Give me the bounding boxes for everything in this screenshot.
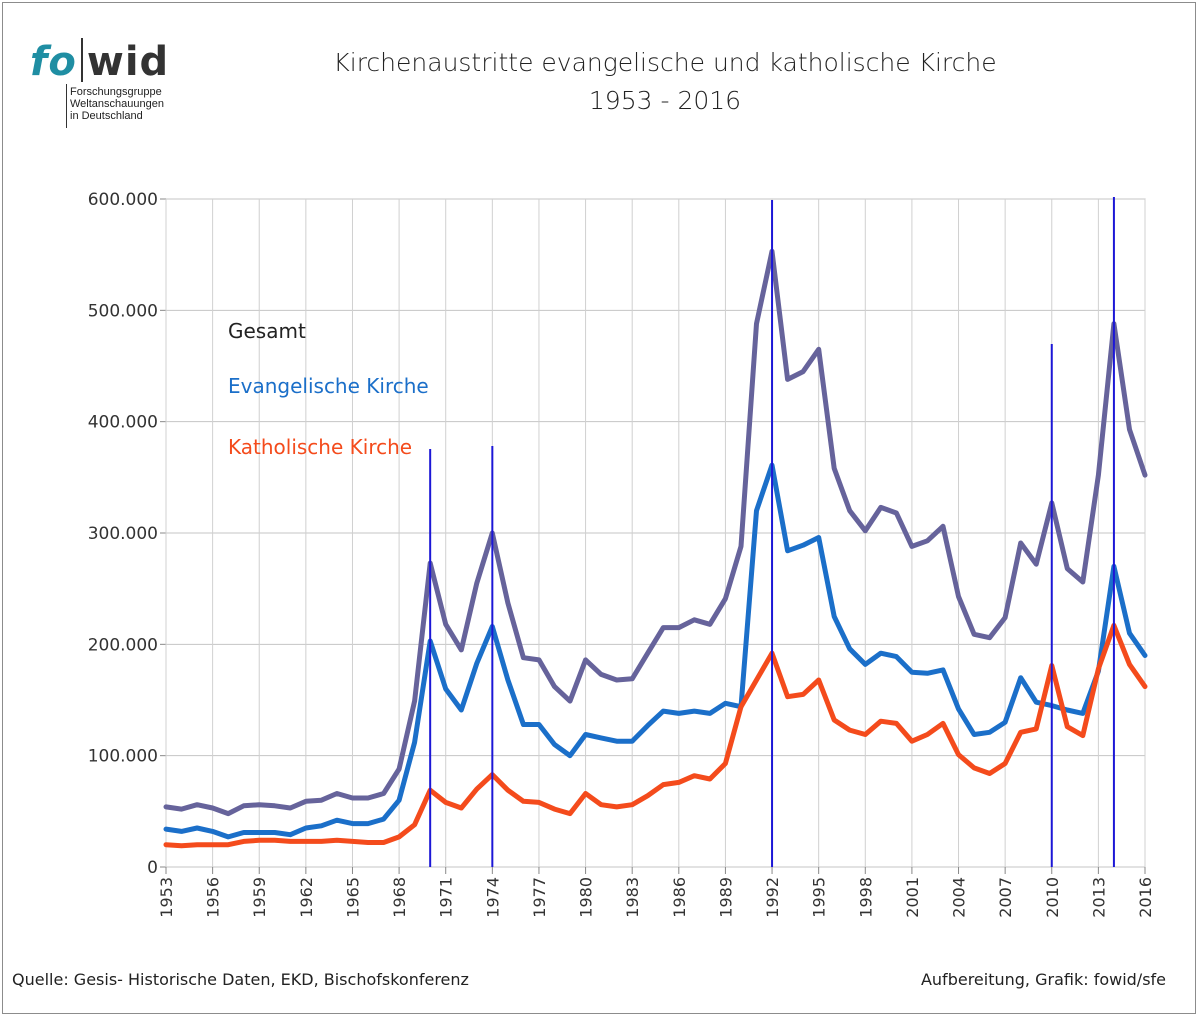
x-tick-label: 1956 <box>204 877 223 918</box>
logo-subtitle-line: Forschungsgruppe <box>70 86 162 98</box>
x-tick-label: 1983 <box>623 877 642 918</box>
series-line <box>163 622 1148 849</box>
x-tick-label: 1986 <box>670 877 689 918</box>
x-tick-label: 1971 <box>437 877 456 918</box>
x-tick-label: 1968 <box>390 877 409 918</box>
x-tick-label: 1959 <box>250 877 269 918</box>
x-tick-label: 2013 <box>1089 877 1108 918</box>
credit-note: Aufbereitung, Grafik: fowid/sfe <box>920 970 1166 989</box>
x-tick-label: 1980 <box>577 877 596 918</box>
y-tick-label: 500.000 <box>88 301 158 321</box>
x-tick-label: 2007 <box>996 877 1015 918</box>
logo-text-left: fo <box>30 39 77 85</box>
fowid-logo: fo wid Forschungsgruppe Weltanschauungen… <box>30 38 170 128</box>
y-tick-label: 600.000 <box>88 190 158 210</box>
logo-text-right: wid <box>86 39 170 85</box>
x-tick-label: 2001 <box>903 877 922 918</box>
logo-subtitle: Forschungsgruppe Weltanschauungen in Deu… <box>70 86 164 122</box>
x-tick-label: 2016 <box>1136 877 1155 918</box>
legend-entry: Katholische Kirche <box>228 435 412 459</box>
source-note: Quelle: Gesis- Historische Daten, EKD, B… <box>12 970 469 989</box>
x-tick-label: 1965 <box>343 877 362 918</box>
y-tick-label: 100.000 <box>88 747 158 767</box>
x-tick-label: 1977 <box>530 877 549 918</box>
y-tick-label: 0 <box>147 858 158 878</box>
x-tick-label: 2004 <box>950 877 969 918</box>
x-tick-label: 1995 <box>810 877 829 918</box>
legend-entry: Evangelische Kirche <box>228 374 429 398</box>
y-tick-label: 400.000 <box>88 413 158 433</box>
chart-title: Kirchenaustritte evangelische und kathol… <box>333 48 997 77</box>
x-tick-label: 1962 <box>297 877 316 918</box>
x-tick-label: 1992 <box>763 877 782 918</box>
logo-subtitle-line: Weltanschauungen <box>70 98 164 110</box>
x-tick-label: 1989 <box>716 877 735 918</box>
x-tick-label: 2010 <box>1043 877 1062 918</box>
series-line <box>163 248 1148 817</box>
legend-entry: Gesamt <box>228 319 306 343</box>
x-tick-label: 1953 <box>157 877 176 918</box>
x-tick-label: 1974 <box>483 877 502 918</box>
y-tick-label: 300.000 <box>88 524 158 544</box>
x-tick-label: 1998 <box>856 877 875 918</box>
y-tick-label: 200.000 <box>88 635 158 655</box>
logo-subtitle-line: in Deutschland <box>70 110 143 122</box>
chart-subtitle: 1953 - 2016 <box>588 86 742 115</box>
series-line <box>163 462 1148 840</box>
